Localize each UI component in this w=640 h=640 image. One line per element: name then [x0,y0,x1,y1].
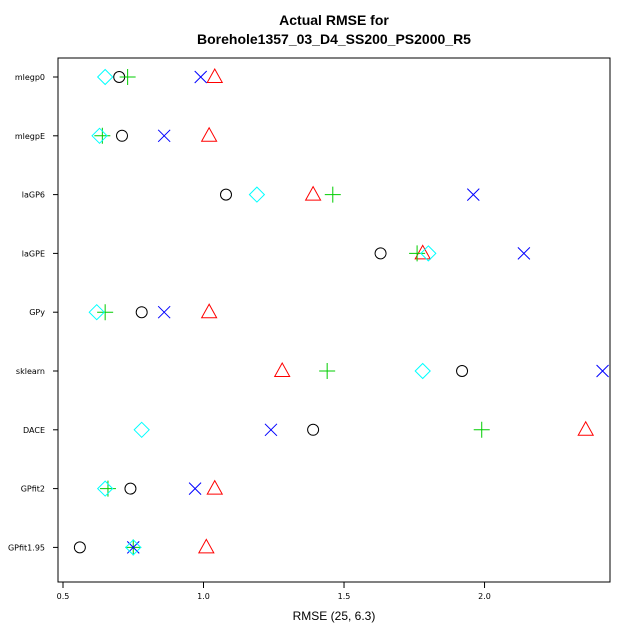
point-plus [324,186,341,203]
chart-title-line1: Actual RMSE for [279,12,389,28]
point-cross [596,364,609,378]
point-plus [473,421,490,438]
point-diamond [96,68,114,86]
point-triangle [414,244,432,260]
point-diamond [248,186,266,203]
point-cross [466,188,480,201]
y-category-label: laGP6 [22,191,45,200]
point-triangle [200,303,218,319]
point-diamond [96,480,114,497]
point-cross [157,305,171,319]
point-diamond [91,127,108,145]
point-triangle [197,538,215,554]
point-circle [456,365,469,377]
point-cross [264,423,278,437]
point-circle [124,482,137,495]
point-cross [157,129,171,143]
x-tick-label: 1.0 [197,592,210,601]
point-plus [97,304,114,321]
y-category-label: laGPE [22,249,45,258]
point-plus [319,363,336,379]
point-diamond [88,303,105,321]
y-category-label: sklearn [16,367,45,376]
point-cross [188,482,202,495]
y-category-label: mlegpE [15,132,45,141]
x-axis: 0.5 1.0 1.5 2.0 [57,582,491,601]
y-axis: mlegp0 mlegpE laGP6 laGPE GPy sklearn DACE GPfi… [8,73,58,552]
point-circle [135,306,148,319]
point-circle [73,541,86,554]
point-plus [119,69,136,85]
x-tick-label: 2.0 [478,592,491,601]
point-triangle [273,361,291,377]
x-tick-label: 0.5 [57,592,70,601]
point-diamond [133,421,150,439]
point-triangle [206,67,224,83]
point-circle [374,247,387,260]
point-diamond [414,362,431,380]
point-triangle [206,479,224,495]
y-category-label: mlegp0 [15,73,45,82]
point-cross [194,70,208,84]
chart-title-line2: Borehole1357_03_D4_SS200_PS2000_R5 [197,31,471,47]
y-category-label: DACE [23,426,45,435]
point-circle [116,129,129,142]
point-diamond [125,539,142,556]
point-cross [517,247,531,260]
plot-area-frame [57,57,611,583]
y-category-label: GPfit1.95 [8,543,45,552]
y-category-label: GPy [29,308,45,317]
point-plus [409,245,426,262]
point-diamond [420,245,437,262]
x-axis-label: RMSE (25, 6.3) [293,609,376,623]
point-triangle [200,126,218,142]
point-triangle [577,420,595,436]
y-category-label: GPfit2 [21,485,45,494]
point-triangle [304,185,322,201]
point-circle [307,423,320,436]
point-circle [219,188,232,201]
data-points [73,67,609,556]
x-tick-label: 1.5 [338,592,351,601]
